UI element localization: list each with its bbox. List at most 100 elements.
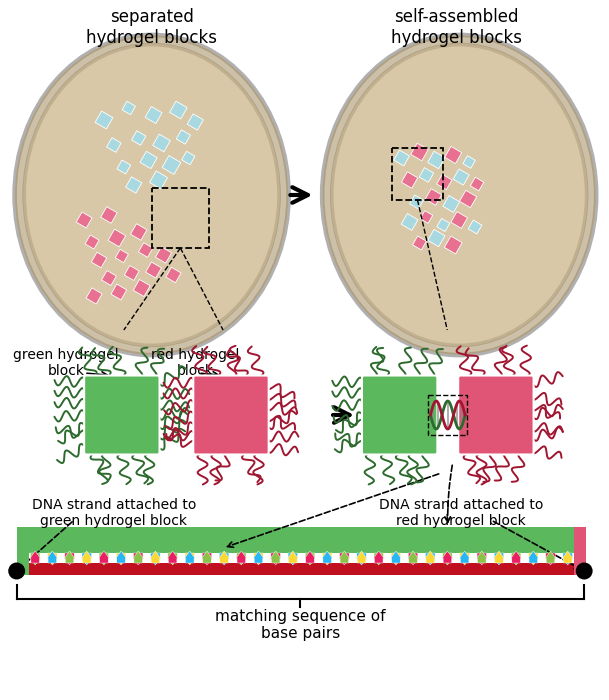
FancyArrow shape [150, 551, 160, 563]
FancyArrow shape [64, 553, 75, 565]
FancyArrow shape [82, 551, 92, 563]
FancyArrow shape [408, 551, 418, 563]
Bar [392, 148, 443, 200]
FancyArrow shape [339, 551, 350, 563]
Text: DNA strand attached to
green hydrogel block: DNA strand attached to green hydrogel bl… [32, 498, 196, 528]
Ellipse shape [13, 34, 289, 356]
Bar [419, 168, 434, 182]
FancyArrow shape [545, 553, 556, 565]
FancyArrow shape [99, 551, 109, 563]
FancyArrow shape [167, 553, 178, 565]
FancyArrow shape [460, 551, 470, 563]
FancyArrow shape [374, 551, 384, 563]
Bar [394, 150, 409, 166]
Bar [107, 138, 121, 153]
Bar [125, 177, 142, 193]
Bar [27, 563, 576, 575]
Bar [181, 151, 195, 164]
FancyArrow shape [287, 553, 298, 565]
Bar [152, 188, 209, 248]
Bar [451, 211, 468, 228]
FancyArrow shape [390, 553, 401, 565]
FancyArrow shape [133, 553, 144, 565]
FancyArrow shape [65, 551, 74, 563]
FancyArrow shape [356, 551, 367, 563]
FancyBboxPatch shape [458, 375, 533, 454]
FancyArrow shape [459, 553, 470, 565]
Bar [428, 395, 467, 435]
Bar [411, 144, 428, 161]
Ellipse shape [322, 34, 597, 356]
FancyArrow shape [219, 553, 230, 565]
FancyBboxPatch shape [193, 375, 269, 454]
Bar [76, 212, 92, 228]
Bar [445, 236, 462, 254]
FancyArrow shape [476, 553, 487, 565]
FancyArrow shape [167, 551, 178, 563]
Bar [86, 288, 102, 304]
Ellipse shape [24, 45, 278, 345]
FancyArrow shape [477, 551, 487, 563]
FancyArrow shape [494, 553, 504, 565]
Bar [122, 102, 135, 115]
Bar [138, 243, 153, 258]
FancyArrow shape [253, 553, 264, 565]
Bar [468, 220, 482, 234]
Bar [401, 172, 418, 188]
Bar [85, 235, 99, 249]
Bar [117, 160, 131, 174]
Bar [413, 236, 426, 250]
FancyArrow shape [116, 553, 127, 565]
FancyArrow shape [236, 551, 246, 563]
Text: self-assembled
hydrogel blocks: self-assembled hydrogel blocks [391, 8, 522, 47]
Bar [140, 151, 157, 169]
Bar [574, 527, 586, 575]
Bar [445, 146, 462, 164]
FancyArrow shape [30, 551, 40, 563]
FancyArrow shape [270, 551, 281, 563]
FancyArrow shape [529, 551, 538, 563]
Bar [95, 111, 113, 129]
FancyArrow shape [562, 553, 573, 565]
Circle shape [9, 563, 25, 580]
FancyArrow shape [253, 551, 264, 563]
Bar [428, 151, 445, 169]
FancyArrow shape [82, 553, 92, 565]
FancyArrow shape [30, 553, 41, 565]
FancyArrow shape [150, 553, 161, 565]
FancyArrow shape [116, 551, 126, 563]
Bar [176, 130, 191, 144]
Bar [170, 102, 187, 119]
Text: DNA strand attached to
red hydrogel block: DNA strand attached to red hydrogel bloc… [379, 498, 543, 528]
FancyArrow shape [288, 551, 298, 563]
Bar [410, 195, 423, 209]
Ellipse shape [332, 45, 586, 345]
Bar [108, 229, 125, 247]
FancyArrow shape [339, 553, 350, 565]
Bar [132, 131, 146, 146]
Bar [443, 195, 460, 213]
Bar [453, 169, 469, 185]
Bar [111, 284, 127, 300]
Bar [130, 224, 147, 240]
Bar [102, 270, 116, 286]
FancyArrow shape [185, 551, 195, 563]
FancyArrow shape [563, 551, 572, 563]
Text: green hydrogel
block: green hydrogel block [13, 348, 119, 378]
Bar [16, 527, 29, 575]
Text: separated
hydrogel blocks: separated hydrogel blocks [86, 8, 217, 47]
FancyArrow shape [270, 553, 281, 565]
Text: matching sequence of
base pairs: matching sequence of base pairs [215, 609, 385, 641]
Bar [145, 106, 162, 123]
FancyArrow shape [528, 553, 538, 565]
FancyArrow shape [373, 553, 384, 565]
FancyArrow shape [511, 553, 521, 565]
Bar [437, 174, 452, 190]
FancyArrow shape [494, 551, 504, 563]
Bar [166, 267, 181, 283]
Bar [150, 171, 167, 189]
FancyArrow shape [48, 551, 57, 563]
FancyArrow shape [425, 553, 435, 565]
FancyArrow shape [202, 551, 212, 563]
Bar [425, 189, 442, 205]
